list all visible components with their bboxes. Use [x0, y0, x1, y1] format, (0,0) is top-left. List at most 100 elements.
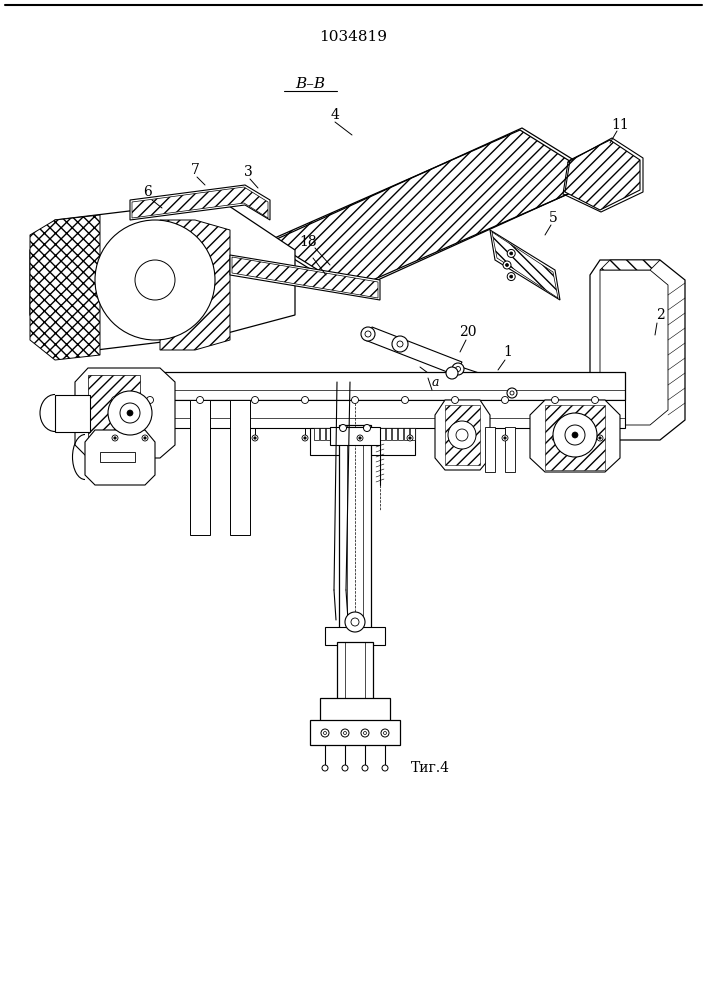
Circle shape — [448, 421, 476, 449]
Circle shape — [342, 765, 348, 771]
Bar — [310, 720, 400, 745]
Circle shape — [597, 435, 603, 441]
Circle shape — [504, 437, 506, 439]
Polygon shape — [365, 327, 462, 375]
Polygon shape — [600, 270, 668, 425]
Circle shape — [592, 396, 599, 403]
Polygon shape — [160, 220, 230, 350]
Bar — [326, 428, 331, 440]
Bar — [404, 428, 409, 440]
Circle shape — [506, 263, 508, 266]
Polygon shape — [132, 187, 268, 218]
Circle shape — [382, 765, 388, 771]
Circle shape — [254, 437, 256, 439]
Bar — [392, 428, 397, 440]
Circle shape — [501, 396, 508, 403]
Circle shape — [507, 249, 515, 257]
Text: 1: 1 — [503, 345, 513, 359]
Circle shape — [510, 275, 513, 278]
Circle shape — [510, 252, 513, 255]
Bar — [338, 428, 343, 440]
Bar — [356, 428, 361, 440]
Bar — [380, 428, 385, 440]
Polygon shape — [490, 230, 560, 300]
Polygon shape — [230, 255, 380, 300]
Bar — [368, 428, 373, 440]
Circle shape — [351, 396, 358, 403]
Text: a: a — [431, 376, 439, 389]
Bar — [410, 428, 415, 440]
Polygon shape — [85, 430, 155, 485]
Polygon shape — [450, 365, 515, 400]
Circle shape — [339, 424, 346, 432]
Bar — [485, 427, 495, 472]
Bar — [314, 428, 319, 440]
Circle shape — [358, 437, 361, 439]
Circle shape — [362, 765, 368, 771]
Circle shape — [351, 618, 359, 626]
Circle shape — [344, 732, 346, 734]
Circle shape — [361, 729, 369, 737]
Circle shape — [135, 260, 175, 300]
Circle shape — [452, 363, 464, 375]
Circle shape — [345, 612, 365, 632]
Text: В–В: В–В — [295, 77, 325, 91]
Circle shape — [551, 396, 559, 403]
Bar — [350, 428, 355, 440]
Circle shape — [363, 424, 370, 432]
Circle shape — [302, 435, 308, 441]
Circle shape — [357, 435, 363, 441]
Bar — [362, 428, 367, 440]
Polygon shape — [545, 405, 605, 470]
Circle shape — [365, 331, 371, 337]
Text: 18: 18 — [299, 235, 317, 249]
Bar — [332, 428, 337, 440]
Text: 11: 11 — [611, 118, 629, 132]
Circle shape — [324, 732, 327, 734]
Text: 3: 3 — [244, 165, 252, 179]
Text: Τиг.4: Τиг.4 — [411, 761, 450, 775]
Circle shape — [456, 429, 468, 441]
Circle shape — [553, 413, 597, 457]
Polygon shape — [232, 257, 378, 298]
Circle shape — [507, 388, 517, 398]
Circle shape — [252, 396, 259, 403]
Circle shape — [507, 273, 515, 281]
Circle shape — [409, 437, 411, 439]
Polygon shape — [310, 428, 415, 455]
Bar — [337, 642, 373, 700]
Circle shape — [446, 367, 458, 379]
Polygon shape — [590, 260, 685, 440]
Bar — [85, 400, 625, 428]
Circle shape — [144, 437, 146, 439]
Circle shape — [108, 391, 152, 435]
Polygon shape — [90, 400, 160, 428]
Circle shape — [381, 729, 389, 737]
Circle shape — [452, 435, 458, 441]
Circle shape — [304, 437, 306, 439]
Circle shape — [572, 432, 578, 438]
Circle shape — [397, 341, 403, 347]
Circle shape — [142, 435, 148, 441]
Bar — [85, 372, 625, 400]
Circle shape — [383, 732, 387, 734]
Bar — [190, 400, 210, 535]
Circle shape — [95, 220, 215, 340]
Bar — [344, 428, 349, 440]
Text: 2: 2 — [655, 308, 665, 322]
Circle shape — [341, 729, 349, 737]
Polygon shape — [492, 232, 558, 298]
Polygon shape — [30, 200, 295, 355]
Circle shape — [112, 435, 118, 441]
Circle shape — [301, 396, 308, 403]
Polygon shape — [435, 400, 490, 470]
Text: 20: 20 — [460, 325, 477, 339]
Polygon shape — [445, 405, 480, 465]
Bar — [320, 428, 325, 440]
Bar — [374, 428, 379, 440]
Polygon shape — [130, 185, 270, 220]
Circle shape — [599, 437, 601, 439]
Circle shape — [361, 327, 375, 341]
Circle shape — [392, 336, 408, 352]
Circle shape — [503, 261, 511, 269]
